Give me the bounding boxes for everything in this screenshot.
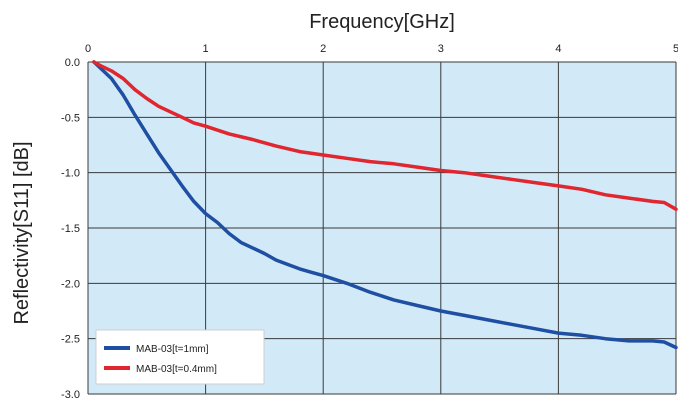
y-tick-label: -3.0 bbox=[61, 389, 80, 399]
series-layer bbox=[92, 60, 678, 350]
series-line-2 bbox=[92, 60, 678, 211]
x-axis-title: Frequency[GHz] bbox=[309, 11, 455, 33]
y-tick-label: -1.5 bbox=[61, 223, 80, 235]
x-tick-label: 2 bbox=[320, 43, 326, 55]
y-axis-title: Reflectivity[S11] [dB] bbox=[11, 141, 33, 324]
y-tick-label: -0.5 bbox=[61, 112, 80, 124]
x-tick-label: 5 bbox=[673, 43, 678, 55]
legend-box bbox=[95, 329, 265, 385]
y-tick-label: 0.0 bbox=[65, 57, 80, 69]
legend: MAB-03[t=1mm] MAB-03[t=0.4mm] bbox=[95, 329, 265, 385]
x-tick-label: 4 bbox=[555, 43, 561, 55]
x-tick-label: 0 bbox=[85, 43, 91, 55]
x-tick-label: 3 bbox=[438, 43, 444, 55]
series-line-1 bbox=[92, 60, 678, 350]
tick-labels: 0 1 2 3 4 5 0.0 -0.5 -1.0 -1.5 -2.0 -2.5 -3.0 bbox=[61, 43, 678, 399]
legend-label: MAB-03[t=0.4mm] bbox=[136, 364, 217, 375]
x-tick-label: 1 bbox=[203, 43, 209, 55]
y-tick-label: -2.5 bbox=[61, 334, 80, 346]
legend-label: MAB-03[t=1mm] bbox=[136, 344, 209, 355]
y-tick-label: -1.0 bbox=[61, 168, 80, 180]
y-tick-label: -2.0 bbox=[61, 278, 80, 290]
